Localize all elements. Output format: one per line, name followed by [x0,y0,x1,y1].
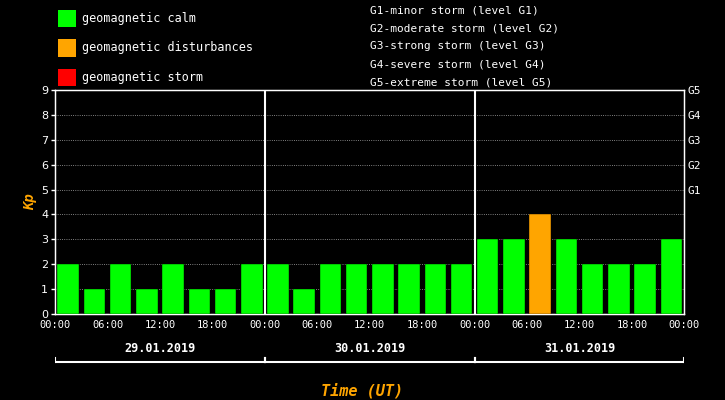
Bar [268,264,289,314]
Bar [660,239,682,314]
Text: 18:00: 18:00 [616,320,647,330]
Text: 29.01.2019: 29.01.2019 [125,342,196,355]
Bar [529,214,551,314]
Text: geomagnetic calm: geomagnetic calm [82,12,196,25]
Bar [110,264,131,314]
Bar [215,289,236,314]
Bar [294,289,315,314]
Bar [241,264,262,314]
Text: 18:00: 18:00 [407,320,438,330]
Bar [58,69,76,86]
Text: G4-severe storm (level G4): G4-severe storm (level G4) [370,59,545,69]
Text: geomagnetic storm: geomagnetic storm [82,71,203,84]
Text: 06:00: 06:00 [302,320,333,330]
Text: 31.01.2019: 31.01.2019 [544,342,615,355]
Text: 00:00: 00:00 [668,320,700,330]
Bar [555,239,577,314]
Bar [83,289,105,314]
Y-axis label: Kp: Kp [23,194,37,210]
Text: 18:00: 18:00 [196,320,228,330]
Bar [58,10,76,27]
Bar [398,264,420,314]
Text: G1-minor storm (level G1): G1-minor storm (level G1) [370,5,539,15]
Bar [58,39,76,57]
Bar [634,264,656,314]
Text: 30.01.2019: 30.01.2019 [334,342,405,355]
Bar [320,264,341,314]
Text: 00:00: 00:00 [249,320,281,330]
Bar [136,289,157,314]
Text: 12:00: 12:00 [144,320,175,330]
Text: 12:00: 12:00 [564,320,595,330]
Bar [608,264,629,314]
Bar [57,264,79,314]
Text: 06:00: 06:00 [511,320,543,330]
Bar [477,239,499,314]
Text: Time (UT): Time (UT) [321,384,404,399]
Bar [582,264,603,314]
Bar [451,264,472,314]
Bar [346,264,368,314]
Bar [503,239,525,314]
Text: G2-moderate storm (level G2): G2-moderate storm (level G2) [370,23,558,33]
Bar [188,289,210,314]
Bar [425,264,446,314]
Text: G3-strong storm (level G3): G3-strong storm (level G3) [370,41,545,51]
Bar [162,264,184,314]
Text: 06:00: 06:00 [92,320,123,330]
Text: G5-extreme storm (level G5): G5-extreme storm (level G5) [370,77,552,87]
Text: 00:00: 00:00 [39,320,71,330]
Text: 12:00: 12:00 [354,320,386,330]
Text: geomagnetic disturbances: geomagnetic disturbances [82,42,253,54]
Text: 00:00: 00:00 [459,320,490,330]
Bar [372,264,394,314]
